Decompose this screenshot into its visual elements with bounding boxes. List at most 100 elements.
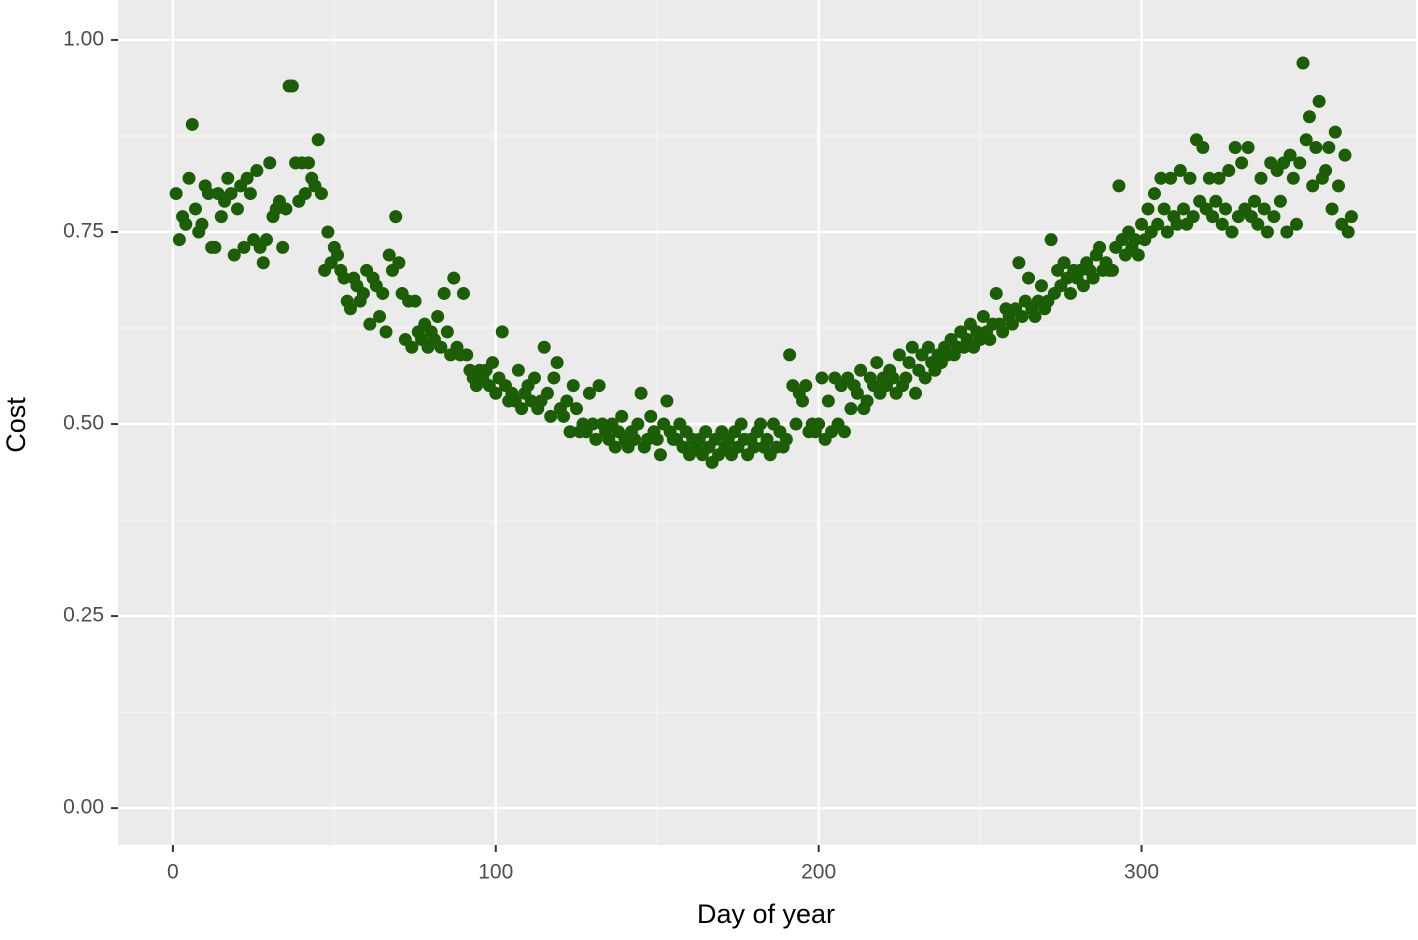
point — [382, 248, 396, 262]
point — [634, 386, 648, 400]
point — [1325, 202, 1339, 216]
point — [379, 325, 393, 339]
point — [1251, 217, 1265, 231]
point — [440, 325, 454, 339]
point — [905, 340, 919, 354]
point — [589, 432, 603, 446]
point — [1341, 225, 1355, 239]
point — [528, 371, 542, 385]
point — [302, 156, 316, 170]
point — [1128, 233, 1142, 247]
point — [892, 348, 906, 362]
point — [1312, 94, 1326, 108]
point — [408, 294, 422, 308]
point — [1112, 179, 1126, 193]
point — [376, 286, 390, 300]
point — [821, 394, 835, 408]
point — [699, 425, 713, 439]
x-tick-label: 100 — [478, 861, 513, 884]
point — [1286, 171, 1300, 185]
point — [214, 210, 228, 224]
point — [256, 256, 270, 270]
point — [1086, 271, 1100, 285]
point — [653, 448, 667, 462]
point — [1196, 140, 1210, 154]
point — [1283, 148, 1297, 162]
point — [628, 432, 642, 446]
point — [201, 187, 215, 201]
point — [796, 394, 810, 408]
point — [1151, 217, 1165, 231]
point — [1177, 202, 1191, 216]
point — [495, 325, 509, 339]
point — [188, 202, 202, 216]
point — [1170, 217, 1184, 231]
point — [263, 156, 277, 170]
y-tick-label: 0.50 — [63, 412, 104, 435]
point — [1319, 164, 1333, 178]
point — [1257, 202, 1271, 216]
point — [844, 402, 858, 416]
point — [1293, 156, 1307, 170]
point — [582, 386, 596, 400]
point — [515, 402, 529, 416]
point — [1306, 179, 1320, 193]
point — [1005, 317, 1019, 331]
point — [1135, 217, 1149, 231]
point — [1183, 171, 1197, 185]
point — [243, 187, 257, 201]
point — [783, 348, 797, 362]
point — [886, 371, 900, 385]
point — [902, 356, 916, 370]
point — [311, 133, 325, 147]
x-tick-label: 300 — [1124, 861, 1159, 884]
point — [660, 394, 674, 408]
point — [1328, 125, 1342, 139]
point — [363, 317, 377, 331]
point — [1160, 225, 1174, 239]
point — [1222, 164, 1236, 178]
point — [169, 187, 183, 201]
y-tick-label: 0.75 — [63, 220, 104, 243]
point — [644, 409, 658, 423]
point — [899, 371, 913, 385]
point — [250, 164, 264, 178]
point — [389, 210, 403, 224]
point — [540, 386, 554, 400]
point — [547, 371, 561, 385]
point — [460, 348, 474, 362]
point — [1241, 140, 1255, 154]
point — [1154, 171, 1168, 185]
point — [557, 409, 571, 423]
point — [1290, 217, 1304, 231]
point — [356, 286, 370, 300]
point — [337, 271, 351, 285]
point — [747, 440, 761, 454]
point — [1157, 202, 1171, 216]
point — [537, 340, 551, 354]
point — [563, 425, 577, 439]
point — [1105, 263, 1119, 277]
point — [608, 440, 622, 454]
point — [1206, 210, 1220, 224]
point — [1076, 279, 1090, 293]
x-axis-title: Day of year — [697, 899, 835, 929]
point — [489, 386, 503, 400]
x-tick-label: 200 — [801, 861, 836, 884]
point — [1215, 217, 1229, 231]
point — [331, 248, 345, 262]
point — [909, 386, 923, 400]
point — [631, 417, 645, 431]
point — [1248, 194, 1262, 208]
point — [544, 409, 558, 423]
point — [1141, 202, 1155, 216]
point — [456, 286, 470, 300]
point — [1322, 140, 1336, 154]
point — [1131, 248, 1145, 262]
point — [815, 371, 829, 385]
point — [511, 363, 525, 377]
point — [799, 379, 813, 393]
point — [854, 363, 868, 377]
point — [1202, 171, 1216, 185]
